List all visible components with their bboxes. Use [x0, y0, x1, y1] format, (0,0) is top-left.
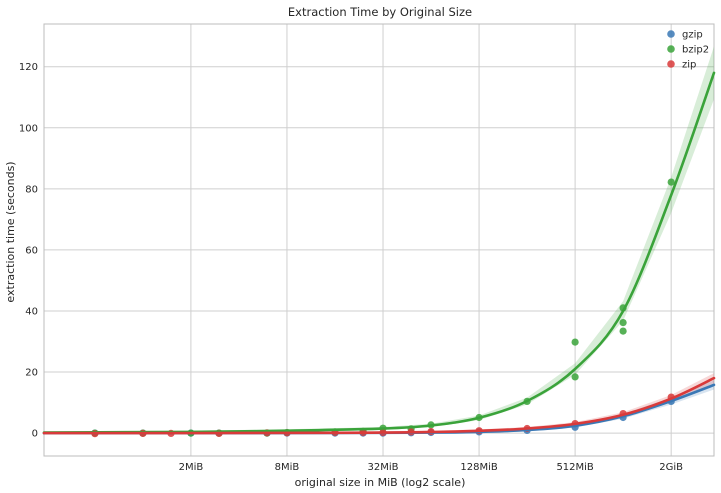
x-tick-label: 32MiB: [368, 462, 399, 473]
y-tick-labels: 0 20 40 60 80 100 120: [19, 62, 38, 439]
bzip2-point: [571, 373, 579, 381]
zip-fit-line: [42, 376, 716, 435]
y-gridlines: [44, 66, 714, 434]
bzip2-confidence-band: [44, 46, 714, 434]
bzip2-point: [619, 319, 627, 327]
x-tick-label: 2GiB: [659, 462, 683, 473]
legend-label-zip: zip: [682, 60, 696, 71]
y-tick-label: 120: [19, 62, 38, 73]
gzip-legend-marker: [667, 30, 675, 38]
x-gridlines: [190, 24, 672, 456]
legend: gzip bzip2 zip: [667, 30, 709, 71]
bzip2-point: [571, 338, 579, 346]
legend-label-gzip: gzip: [682, 30, 703, 41]
y-tick-label: 20: [25, 368, 38, 379]
zip-legend-marker: [667, 60, 675, 68]
bzip2-fit-line: [42, 71, 716, 434]
x-tick-label: 2MiB: [179, 462, 204, 473]
y-tick-label: 60: [25, 245, 38, 256]
y-axis-label: extraction time (seconds): [4, 161, 17, 302]
x-tick-labels: 2MiB 8MiB 32MiB 128MiB 512MiB 2GiB: [179, 462, 684, 473]
zip-confidence-band: [44, 373, 714, 435]
x-tick-label: 512MiB: [556, 462, 593, 473]
y-tick-label: 80: [25, 184, 38, 195]
x-tick-label: 8MiB: [275, 462, 300, 473]
legend-label-bzip2: bzip2: [682, 45, 709, 56]
gzip-confidence-band: [44, 380, 714, 435]
gzip-fit-line: [42, 383, 716, 435]
confidence-bands: [44, 46, 714, 435]
plot-area: [43, 23, 715, 457]
bzip2-legend-marker: [667, 45, 675, 53]
chart-title: Extraction Time by Original Size: [288, 5, 472, 19]
y-tick-label: 40: [25, 306, 38, 317]
bzip2-point: [619, 327, 627, 335]
y-tick-label: 0: [32, 429, 38, 440]
bzip2-point: [667, 178, 675, 186]
x-tick-label: 128MiB: [460, 462, 497, 473]
fit-lines: [42, 71, 716, 435]
y-tick-label: 100: [19, 123, 38, 134]
x-axis-label: original size in MiB (log2 scale): [295, 476, 466, 489]
